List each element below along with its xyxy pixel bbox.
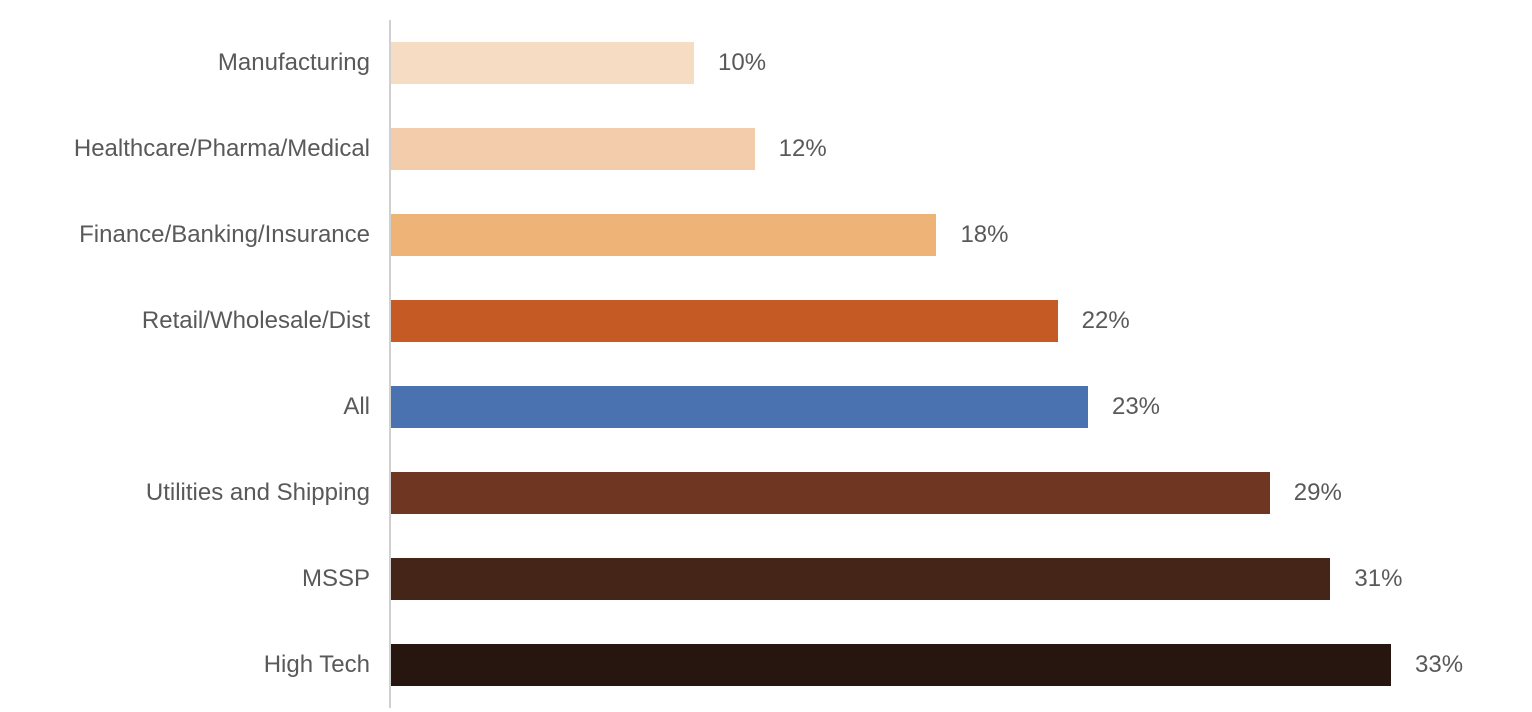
chart-row: Utilities and Shipping 29%	[0, 450, 1532, 536]
bar	[391, 214, 936, 256]
bar	[391, 472, 1270, 514]
value-label: 29%	[1294, 479, 1342, 507]
chart-row: Healthcare/Pharma/Medical 12%	[0, 106, 1532, 192]
category-label: Finance/Banking/Insurance	[0, 221, 370, 249]
chart-row: Retail/Wholesale/Dist 22%	[0, 278, 1532, 364]
chart-row: Manufacturing 10%	[0, 20, 1532, 106]
value-label: 18%	[960, 221, 1008, 249]
category-label: High Tech	[0, 651, 370, 679]
value-label: 12%	[779, 135, 827, 163]
bar	[391, 644, 1391, 686]
chart-row: Finance/Banking/Insurance 18%	[0, 192, 1532, 278]
horizontal-bar-chart: Manufacturing 10% Healthcare/Pharma/Medica…	[0, 0, 1532, 712]
category-label: Healthcare/Pharma/Medical	[0, 135, 370, 163]
category-label: Utilities and Shipping	[0, 479, 370, 507]
chart-row: High Tech 33%	[0, 622, 1532, 708]
value-label: 23%	[1112, 393, 1160, 421]
chart-row: All 23%	[0, 364, 1532, 450]
category-label: Retail/Wholesale/Dist	[0, 307, 370, 335]
value-label: 31%	[1354, 565, 1402, 593]
bar	[391, 128, 755, 170]
chart-row: MSSP 31%	[0, 536, 1532, 622]
bar	[391, 386, 1088, 428]
value-label: 22%	[1082, 307, 1130, 335]
category-label: MSSP	[0, 565, 370, 593]
bar	[391, 42, 694, 84]
bar	[391, 300, 1058, 342]
bar	[391, 558, 1330, 600]
category-label: Manufacturing	[0, 49, 370, 77]
value-label: 10%	[718, 49, 766, 77]
category-label: All	[0, 393, 370, 421]
value-label: 33%	[1415, 651, 1463, 679]
